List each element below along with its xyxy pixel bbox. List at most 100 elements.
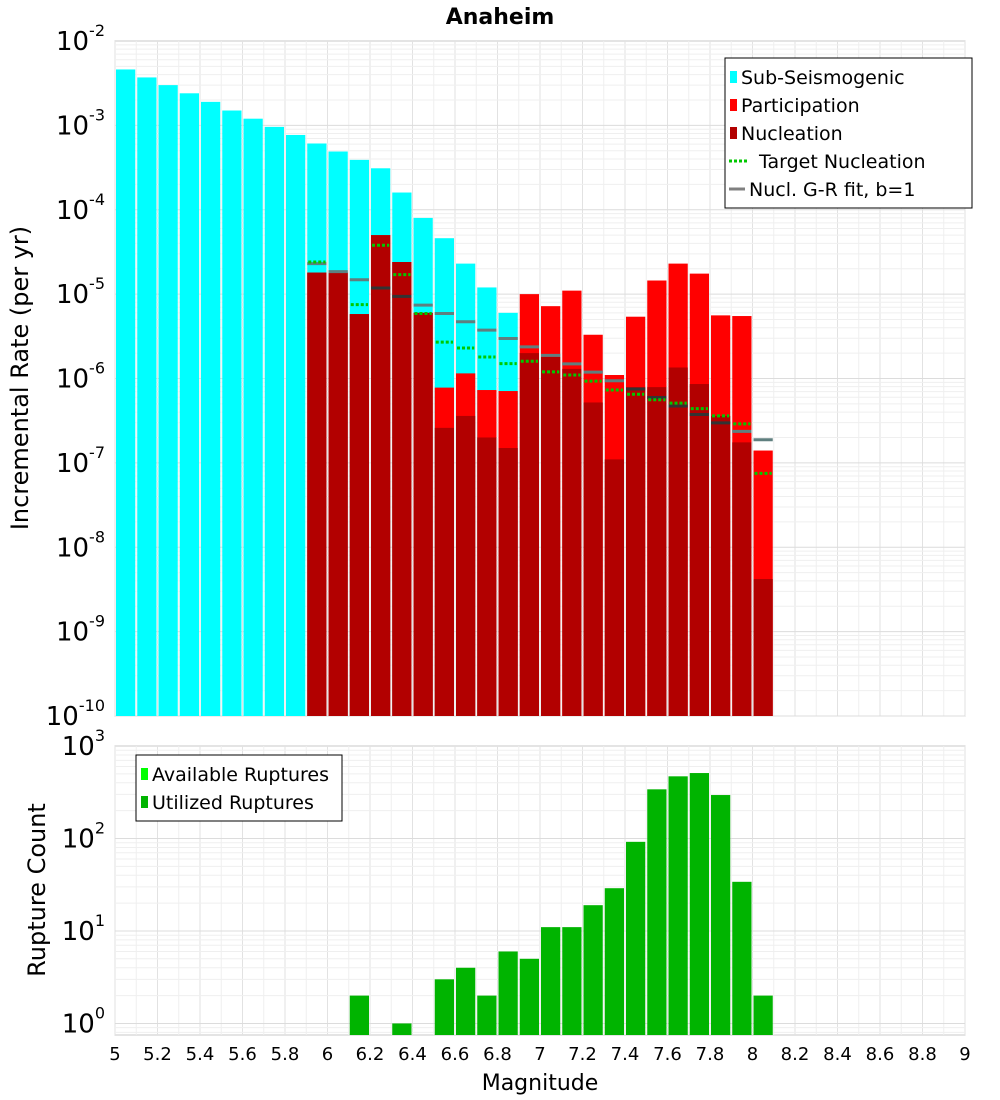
- x-tick-label: 5.8: [271, 1044, 300, 1065]
- y-tick-label: 10-2: [56, 21, 105, 57]
- legend-label: Participation: [741, 95, 860, 117]
- rate-y-ticks: 10-10 10-9 10-8 10-7 10-6 10-5 10-4 10-3 10-2: [46, 21, 105, 732]
- x-tick-label: 8.6: [866, 1044, 895, 1065]
- x-tick-label: 9: [959, 1044, 970, 1065]
- x-tick-label: 8: [747, 1044, 758, 1065]
- rate-y-axis-label: Incremental Rate (per yr): [6, 226, 34, 530]
- utilized-ruptures-bar: [541, 927, 561, 1035]
- utilized-ruptures-bar: [392, 1023, 412, 1035]
- y-tick-label: 10-6: [56, 359, 105, 395]
- sub-seismogenic-bar: [137, 77, 157, 716]
- nucleation-bar: [711, 415, 731, 716]
- sub-seismogenic-bar: [286, 134, 306, 717]
- x-tick-label: 7.6: [653, 1044, 682, 1065]
- x-tick-label: 6: [322, 1044, 333, 1065]
- utilized-ruptures-bar: [647, 789, 667, 1035]
- legend-swatch: [730, 99, 737, 111]
- count-y-axis-label: Rupture Count: [23, 803, 51, 977]
- x-tick-label: 8.2: [781, 1044, 810, 1065]
- legend-label: Utilized Ruptures: [152, 792, 314, 814]
- legend-swatch: [141, 768, 148, 780]
- legend-box: [724, 57, 973, 209]
- x-tick-label: 5: [109, 1044, 120, 1065]
- nucleation-bar: [456, 415, 476, 716]
- x-tick-label: 5.2: [143, 1044, 172, 1065]
- legend-swatch: [141, 796, 148, 808]
- utilized-ruptures-bar: [711, 795, 731, 1035]
- utilized-ruptures-bar: [583, 905, 603, 1035]
- y-tick-label: 10-8: [56, 527, 105, 563]
- legend-label: Nucleation: [741, 123, 843, 145]
- chart-title: Anaheim: [446, 5, 555, 30]
- y-tick-label: 102: [62, 818, 105, 854]
- x-tick-label: 7.8: [696, 1044, 725, 1065]
- x-tick-label: 6.2: [356, 1044, 385, 1065]
- utilized-ruptures-bar: [349, 995, 369, 1035]
- y-tick-label: 10-9: [56, 612, 105, 648]
- x-tick-label: 7.4: [611, 1044, 640, 1065]
- count-legend: Available Ruptures Utilized Ruptures: [135, 754, 343, 822]
- utilized-ruptures-bar: [604, 888, 624, 1035]
- nucleation-bar: [732, 442, 752, 716]
- nucleation-bar: [626, 387, 646, 716]
- nucleation-bar: [562, 368, 582, 716]
- nucleation-bar: [349, 314, 369, 716]
- x-tick-label: 6.4: [398, 1044, 427, 1065]
- nucleation-bar: [519, 353, 539, 716]
- nucleation-bar: [371, 235, 391, 716]
- nucleation-bar: [498, 448, 518, 716]
- x-tick-label: 6.8: [483, 1044, 512, 1065]
- nucleation-bar: [413, 312, 433, 716]
- sub-seismogenic-bar: [222, 110, 242, 716]
- legend-swatch: [730, 71, 737, 83]
- utilized-ruptures-bar: [626, 841, 646, 1035]
- y-tick-label: 10-10: [46, 696, 105, 732]
- y-tick-label: 100: [62, 1003, 105, 1039]
- legend-label: Nucl. G-R fit, b=1: [749, 179, 915, 201]
- legend-label: Available Ruptures: [152, 764, 329, 786]
- y-tick-label: 101: [62, 911, 105, 947]
- nucleation-bar: [541, 356, 561, 716]
- legend-swatch: [730, 127, 737, 139]
- utilized-ruptures-bar: [732, 881, 752, 1035]
- rate-lines: [307, 243, 773, 475]
- sub-seismogenic-bar: [179, 93, 199, 716]
- y-tick-label: 10-7: [56, 443, 105, 479]
- legend-box: [135, 754, 343, 822]
- y-tick-label: 10-4: [56, 190, 105, 226]
- nucleation-bar: [477, 437, 497, 716]
- sub-seismogenic-bar: [201, 101, 221, 716]
- x-tick-label: 8.8: [908, 1044, 937, 1065]
- x-tick-label: 5.4: [186, 1044, 215, 1065]
- y-tick-label: 103: [62, 726, 105, 762]
- count-y-ticks: 100 101 102 103: [62, 726, 105, 1039]
- x-tick-label: 7.2: [568, 1044, 597, 1065]
- x-tick-label: 7: [534, 1044, 545, 1065]
- y-tick-label: 10-3: [56, 105, 105, 141]
- utilized-ruptures-bar: [668, 776, 688, 1035]
- utilized-ruptures-bar: [498, 951, 518, 1035]
- y-tick-label: 10-5: [56, 274, 105, 310]
- nucleation-bar: [647, 387, 667, 716]
- nucleation-bar: [583, 402, 603, 716]
- legend-label: Target Nucleation: [758, 151, 926, 173]
- x-tick-label: 8.4: [823, 1044, 852, 1065]
- utilized-ruptures-bar: [519, 958, 539, 1035]
- utilized-ruptures-bar: [456, 967, 476, 1035]
- x-tick-label: 5.6: [228, 1044, 257, 1065]
- sub-seismogenic-bar: [264, 126, 284, 717]
- nucleation-bar: [689, 384, 709, 716]
- utilized-ruptures-bar: [562, 927, 582, 1035]
- nucleation-bar: [753, 579, 773, 716]
- count-x-ticks: 5 5.2 5.4 5.6 5.8 6 6.2 6.4 6.6 6.8 7 7.2 7.4 7.6 7.8 8…: [109, 1044, 970, 1065]
- nucleation-bar: [307, 272, 327, 716]
- nucleation-bar: [392, 262, 412, 716]
- nucleation-bar: [604, 459, 624, 716]
- legend-label: Sub-Seismogenic: [741, 67, 905, 89]
- utilized-ruptures-bar: [689, 773, 709, 1035]
- sub-seismogenic-bar: [243, 118, 263, 716]
- rate-panel: 10-10 10-9 10-8 10-7 10-6 10-5 10-4 10-3 10-2 In…: [6, 21, 973, 732]
- utilized-ruptures-bar: [477, 995, 497, 1035]
- nucleation-bar: [328, 272, 348, 716]
